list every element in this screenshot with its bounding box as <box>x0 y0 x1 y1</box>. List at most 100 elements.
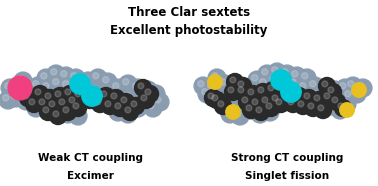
Circle shape <box>245 86 262 102</box>
Circle shape <box>194 77 212 95</box>
Circle shape <box>51 87 68 105</box>
Circle shape <box>69 97 75 103</box>
Circle shape <box>131 101 137 107</box>
Circle shape <box>65 89 71 95</box>
Circle shape <box>93 73 99 79</box>
Circle shape <box>271 70 291 90</box>
Circle shape <box>3 95 9 101</box>
Circle shape <box>53 111 59 117</box>
Circle shape <box>31 86 48 102</box>
Circle shape <box>231 107 249 125</box>
Circle shape <box>345 91 351 97</box>
Circle shape <box>35 89 41 95</box>
Circle shape <box>221 105 239 123</box>
Circle shape <box>281 82 301 102</box>
Circle shape <box>41 73 47 79</box>
Circle shape <box>39 103 56 121</box>
Circle shape <box>39 97 57 115</box>
Circle shape <box>45 97 62 115</box>
Circle shape <box>328 94 345 110</box>
Circle shape <box>103 77 109 83</box>
Circle shape <box>63 109 69 115</box>
Circle shape <box>5 83 11 89</box>
Circle shape <box>59 77 77 95</box>
Circle shape <box>332 97 338 103</box>
Circle shape <box>248 89 254 95</box>
Circle shape <box>273 95 290 113</box>
Circle shape <box>209 92 226 108</box>
Circle shape <box>253 103 270 121</box>
Circle shape <box>242 97 248 103</box>
Circle shape <box>11 93 17 99</box>
Circle shape <box>139 81 157 99</box>
Circle shape <box>56 95 73 113</box>
Circle shape <box>310 92 327 108</box>
Circle shape <box>89 69 107 87</box>
Circle shape <box>114 97 132 115</box>
Circle shape <box>288 67 306 85</box>
Circle shape <box>348 85 366 103</box>
Circle shape <box>294 97 311 115</box>
Circle shape <box>119 105 137 123</box>
Circle shape <box>254 84 271 100</box>
Text: Excellent photostability: Excellent photostability <box>110 24 268 37</box>
Circle shape <box>39 99 45 105</box>
Circle shape <box>256 107 262 113</box>
Circle shape <box>63 107 69 113</box>
Circle shape <box>79 72 97 90</box>
Circle shape <box>265 81 282 99</box>
Circle shape <box>208 75 222 89</box>
Circle shape <box>53 79 59 85</box>
Circle shape <box>133 103 139 109</box>
Circle shape <box>208 93 214 99</box>
Circle shape <box>12 86 19 92</box>
Circle shape <box>265 107 271 113</box>
Circle shape <box>125 107 131 113</box>
Circle shape <box>133 83 139 89</box>
Circle shape <box>246 105 252 111</box>
Circle shape <box>105 101 111 107</box>
Circle shape <box>308 103 314 109</box>
Circle shape <box>25 83 31 89</box>
Circle shape <box>256 75 274 93</box>
Circle shape <box>63 81 69 87</box>
Circle shape <box>321 89 338 107</box>
Circle shape <box>335 100 352 116</box>
Circle shape <box>352 83 366 97</box>
Circle shape <box>272 67 278 73</box>
Circle shape <box>260 79 266 85</box>
Circle shape <box>276 99 282 105</box>
Circle shape <box>49 101 67 119</box>
Circle shape <box>208 69 226 87</box>
Circle shape <box>9 82 27 100</box>
Circle shape <box>336 79 354 97</box>
Circle shape <box>109 103 127 121</box>
Circle shape <box>50 108 67 124</box>
Circle shape <box>211 87 229 105</box>
Circle shape <box>331 101 349 119</box>
Circle shape <box>71 87 88 105</box>
Circle shape <box>138 93 144 99</box>
Circle shape <box>112 100 129 116</box>
Circle shape <box>248 71 266 89</box>
Circle shape <box>17 92 35 110</box>
Circle shape <box>118 94 135 110</box>
Circle shape <box>238 87 244 93</box>
Circle shape <box>308 87 326 105</box>
Circle shape <box>220 79 226 85</box>
Circle shape <box>341 87 359 105</box>
Circle shape <box>328 101 334 107</box>
Circle shape <box>57 67 75 85</box>
Circle shape <box>37 69 55 87</box>
Circle shape <box>276 71 294 89</box>
Circle shape <box>70 74 90 94</box>
Circle shape <box>47 65 65 83</box>
Circle shape <box>144 99 162 117</box>
Circle shape <box>129 99 147 117</box>
Circle shape <box>138 92 155 108</box>
Circle shape <box>53 105 59 111</box>
Circle shape <box>314 95 320 101</box>
Circle shape <box>314 102 332 118</box>
Circle shape <box>87 82 105 100</box>
Circle shape <box>284 89 290 95</box>
